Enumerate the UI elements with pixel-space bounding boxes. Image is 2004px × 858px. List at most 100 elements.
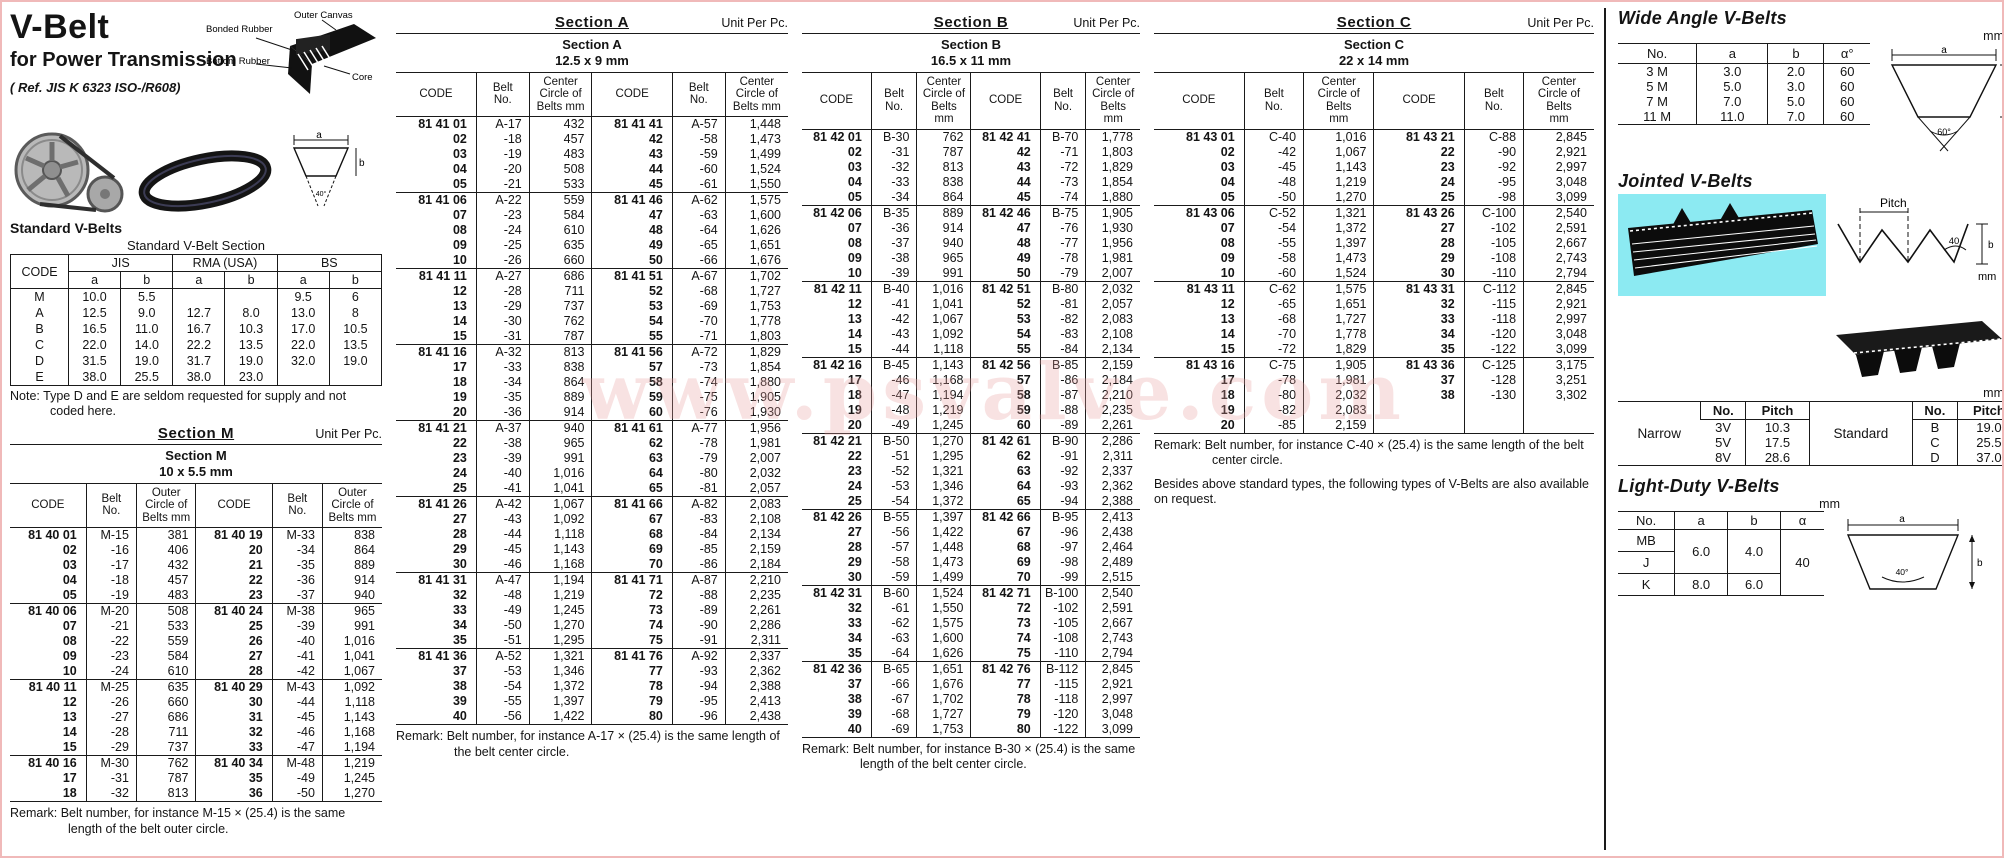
table-cell: 02	[452, 132, 467, 147]
table-row: 17 -46 1,168 57 -86 2,184	[802, 373, 1140, 389]
table-cell: -37	[271, 588, 323, 604]
table-cell: 15	[452, 329, 467, 344]
table-cell: 58	[591, 375, 673, 391]
table-cell: M-48	[271, 755, 323, 772]
table-row: 13 -27 686 31 -45 1,143	[10, 710, 382, 726]
table-cell: 1,245	[528, 603, 592, 619]
table-cell: -45	[1243, 160, 1304, 176]
table-cell: 81 41 26	[418, 497, 467, 512]
table-cell: -79	[1039, 266, 1086, 282]
table-cell: -78	[1243, 373, 1304, 389]
table-row: 81 40 06 M-20 508 81 40 24 M-38 965	[10, 603, 382, 620]
table-cell: -56	[870, 525, 917, 541]
table-cell: A-47	[475, 572, 530, 589]
table-row: A 12.5 9.0 12.7 8.0 13.0 8	[10, 305, 382, 321]
table-cell: A-37	[475, 420, 530, 437]
table-row: 18 -47 1,194 58 -87 2,210	[802, 388, 1140, 404]
table-cell	[1463, 418, 1524, 434]
table-cell: B-55	[870, 509, 917, 526]
table-cell: -130	[1463, 388, 1524, 404]
belt-row-block: 81 40 06 M-20 508 81 40 24 M-38 965 07 -21 533 25…	[10, 603, 382, 680]
table-cell: -76	[1039, 221, 1086, 237]
table-cell: 2,083	[1085, 312, 1140, 328]
right-panel: Wide Angle V-Belts mm No. a b α° 3 M 3.0 2.0 6…	[1618, 8, 2002, 621]
table-cell: B-75	[1039, 205, 1086, 222]
section-m-title: Section M	[157, 425, 235, 442]
table-cell: 14	[1220, 327, 1235, 342]
table-cell: -44	[271, 695, 323, 711]
table-cell: -80	[1243, 388, 1304, 404]
table-cell: 4.0	[1727, 529, 1781, 574]
table-cell: -34	[870, 190, 917, 206]
subtitle-line: 12.5 x 9 mm	[555, 53, 629, 69]
table-row: 81 41 01 A-17 432 81 41 41 A-57 1,448	[396, 116, 788, 133]
sub-header: a	[67, 271, 121, 289]
section-b-subtitle: Section B 16.5 x 11 mm	[802, 33, 1140, 72]
sub-header: a	[172, 271, 225, 289]
section-c-unit: Unit Per Pc.	[1527, 16, 1595, 30]
table-row: 30 -46 1,168 70 -86 2,184	[396, 557, 788, 573]
narrow-label: Narrow	[1637, 426, 1681, 441]
table-cell	[1373, 418, 1465, 434]
table-cell: 05	[452, 177, 467, 192]
light-duty-block: No. a b α MB 6.0 4.0 40 J K 8	[1618, 511, 2002, 621]
table-cell: 965	[321, 603, 382, 620]
table-cell: 19	[452, 390, 467, 405]
table-cell: -64	[870, 646, 917, 662]
remark-text: Belt number, for instance A-17 × (25.4) …	[446, 729, 780, 759]
table-row: 12 -28 711 52 -68 1,727	[396, 284, 788, 300]
table-cell: 533	[135, 619, 196, 635]
table-cell: D	[1912, 450, 1958, 466]
table-cell: 10.5	[328, 321, 382, 337]
table-cell: 37.0	[1956, 450, 2002, 466]
table-cell: C-100	[1463, 205, 1524, 222]
table-row: 81 40 01 M-15 381 81 40 19 M-33 838	[10, 527, 382, 544]
table-cell: -76	[671, 405, 726, 421]
table-row: 29 -45 1,143 69 -85 2,159	[396, 542, 788, 558]
table-cell: 52	[970, 297, 1041, 313]
table-cell: 1,829	[1303, 342, 1374, 358]
table-cell: 2,007	[1085, 266, 1140, 282]
table-cell: -105	[1039, 616, 1086, 632]
table-cell: 60	[1823, 94, 1870, 109]
table-cell: 77	[591, 664, 673, 680]
belt-row-block: 81 42 21 B-50 1,270 81 42 61 B-90 2,286 22 -51 1…	[802, 433, 1140, 510]
table-cell	[328, 369, 382, 386]
belt-row-block: 81 42 36 B-65 1,651 81 42 76 B-112 2,845 37 -66…	[802, 661, 1140, 738]
table-cell: 35	[452, 633, 467, 648]
table-cell: -68	[671, 284, 726, 300]
table-cell: 1,880	[724, 375, 788, 391]
table-cell: -110	[1463, 266, 1524, 282]
table-cell: 50	[591, 253, 673, 269]
table-cell: 35	[1373, 342, 1465, 358]
table-cell: -18	[475, 132, 530, 148]
table-cell: 80	[970, 722, 1041, 738]
table-cell: 20	[195, 543, 273, 559]
table-row: 20 -85 2,159	[1154, 418, 1594, 434]
table-cell: 19.0	[224, 353, 278, 369]
table-cell: 584	[135, 649, 196, 665]
table-row: CODE Belt No. Center Circle of Belts mm COD…	[396, 72, 788, 117]
table-cell: -47	[271, 740, 323, 756]
table-cell: B-35	[870, 205, 917, 222]
table-cell: -96	[1039, 525, 1086, 541]
table-cell: -31	[475, 329, 530, 345]
table-cell: 60	[591, 405, 673, 421]
section-c-subtitle: Section C 22 x 14 mm	[1154, 33, 1594, 72]
table-cell: M-25	[85, 679, 137, 696]
narrow-standard-table: Narrow No. Pitch Standard No. Pitch 3V 1…	[1618, 401, 2002, 466]
table-cell: 15	[847, 342, 862, 357]
table-cell: 1,321	[916, 464, 971, 480]
table-cell: 2,032	[1085, 281, 1140, 298]
table-cell: 940	[321, 588, 382, 604]
table-row: 03 -45 1,143 23 -92 2,997	[1154, 160, 1594, 176]
table-cell: 22.2	[172, 337, 225, 353]
table-cell: M	[10, 288, 69, 305]
table-cell: 1,041	[916, 297, 971, 313]
table-cell: 838	[916, 175, 971, 191]
section-c-title: Section C	[1336, 14, 1412, 31]
table-row: 24 -53 1,346 64 -93 2,362	[802, 479, 1140, 495]
table-cell: C	[1912, 435, 1958, 450]
table-cell: 12	[452, 284, 467, 299]
table-row: 22 -51 1,295 62 -91 2,311	[802, 449, 1140, 465]
